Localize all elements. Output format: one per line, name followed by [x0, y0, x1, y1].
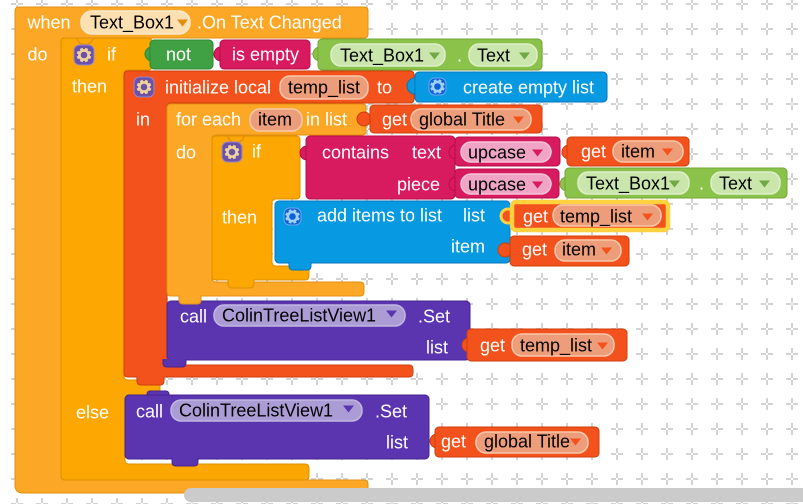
svg-text:Text_Box1: Text_Box1 — [340, 46, 424, 67]
svg-text:upcase: upcase — [468, 175, 526, 195]
svg-text:.: . — [457, 46, 462, 66]
svg-text:initialize local: initialize local — [165, 78, 271, 98]
svg-text:list: list — [463, 206, 485, 226]
svg-text:get: get — [581, 142, 606, 162]
svg-text:in list: in list — [306, 110, 347, 130]
svg-text:create empty list: create empty list — [463, 78, 594, 98]
svg-text:global Title: global Title — [419, 110, 505, 130]
svg-text:list: list — [386, 433, 408, 453]
svg-text:.On Text Changed: .On Text Changed — [197, 13, 342, 33]
svg-text:then: then — [222, 208, 257, 228]
svg-text:when: when — [27, 13, 71, 33]
svg-text:call: call — [180, 307, 207, 327]
svg-text:get: get — [441, 432, 466, 452]
svg-text:add items to list: add items to list — [317, 206, 442, 226]
svg-text:item: item — [562, 240, 596, 260]
svg-text:get: get — [523, 207, 548, 227]
svg-text:item: item — [621, 142, 655, 162]
svg-text:if: if — [252, 142, 262, 162]
svg-text:upcase: upcase — [468, 143, 526, 163]
svg-text:piece: piece — [397, 175, 440, 195]
svg-text:do: do — [176, 143, 196, 163]
svg-text:.Set: .Set — [418, 307, 450, 327]
svg-text:to: to — [377, 78, 392, 98]
svg-text:item: item — [451, 237, 485, 257]
svg-text:not: not — [166, 45, 191, 65]
svg-text:temp_list: temp_list — [288, 78, 360, 99]
svg-text:ColinTreeListView1: ColinTreeListView1 — [222, 306, 376, 326]
svg-text:.Set: .Set — [375, 402, 407, 422]
svg-text:Text_Box1: Text_Box1 — [90, 13, 174, 34]
svg-text:Text: Text — [719, 174, 752, 194]
svg-text:get: get — [382, 110, 407, 130]
svg-text:else: else — [76, 403, 109, 423]
svg-text:item: item — [258, 110, 292, 130]
svg-text:get: get — [522, 240, 547, 260]
svg-text:if: if — [107, 45, 117, 65]
svg-text:ColinTreeListView1: ColinTreeListView1 — [179, 401, 333, 421]
svg-text:global Title: global Title — [484, 432, 570, 452]
svg-text:text: text — [412, 143, 441, 163]
svg-text:then: then — [72, 77, 107, 97]
svg-text:temp_list: temp_list — [520, 336, 592, 357]
svg-text:list: list — [426, 338, 448, 358]
svg-text:for each: for each — [176, 110, 241, 130]
svg-text:.: . — [699, 174, 704, 194]
svg-text:call: call — [136, 402, 163, 422]
svg-text:temp_list: temp_list — [560, 207, 632, 228]
svg-text:do: do — [28, 45, 48, 65]
svg-text:is empty: is empty — [232, 45, 299, 65]
svg-text:Text: Text — [477, 46, 510, 66]
svg-text:Text_Box1: Text_Box1 — [586, 174, 670, 195]
svg-text:contains: contains — [322, 143, 389, 163]
svg-text:get: get — [480, 336, 505, 356]
svg-text:in: in — [136, 110, 150, 130]
